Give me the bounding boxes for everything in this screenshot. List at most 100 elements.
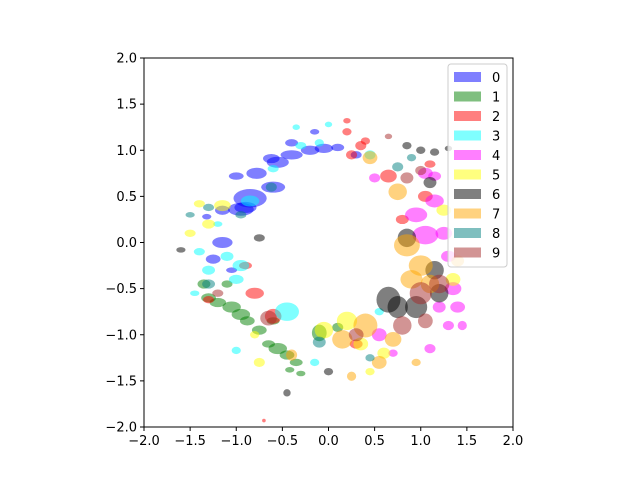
point-series-4-15 — [388, 349, 398, 357]
legend: 0 1 2 3 4 5 6 7 8 9 — [447, 63, 508, 268]
point-series-8-1 — [202, 279, 216, 289]
marks-layer — [176, 117, 467, 423]
legend-swatch-8 — [454, 228, 481, 238]
point-series-3-15 — [213, 221, 223, 227]
legend-swatch-3 — [454, 130, 481, 141]
x-tick-label-4: 0.0 — [318, 434, 339, 449]
point-series-9-5 — [348, 328, 364, 342]
point-series-5-4 — [202, 219, 216, 229]
point-series-1-13 — [296, 370, 306, 377]
point-series-8-5 — [406, 153, 417, 162]
legend-swatch-9 — [454, 247, 481, 258]
point-series-6-12 — [253, 234, 265, 242]
point-series-1-9 — [262, 340, 275, 348]
y-tick-label-7: 1.5 — [116, 98, 137, 113]
legend-label-0: 0 — [492, 71, 500, 86]
point-series-5-8 — [377, 347, 391, 359]
point-series-8-7 — [365, 354, 375, 362]
point-series-8-4 — [312, 336, 326, 348]
x-tick-label-2: −1.0 — [220, 434, 252, 449]
legend-label-5: 5 — [492, 169, 500, 184]
point-series-9-6 — [400, 172, 414, 184]
x-tick-label-6: 1.0 — [410, 434, 431, 449]
y-tick-label-0: −2.0 — [105, 421, 137, 436]
point-series-4-1 — [405, 207, 428, 223]
point-series-5-10 — [250, 331, 260, 339]
point-series-1-14 — [221, 280, 233, 288]
point-series-0-16 — [285, 139, 299, 147]
point-series-2-0 — [245, 287, 264, 299]
y-tick-label-2: −1.0 — [105, 328, 137, 343]
point-series-3-0 — [274, 302, 299, 321]
legend-swatch-4 — [454, 150, 481, 160]
point-series-4-13 — [442, 320, 454, 331]
point-series-6-11 — [283, 389, 291, 397]
point-series-6-6 — [423, 177, 437, 189]
point-series-9-7 — [415, 165, 427, 176]
y-tick-label-6: 1.0 — [116, 144, 137, 159]
point-series-0-12 — [212, 236, 233, 249]
point-series-8-8 — [235, 211, 247, 219]
legend-swatch-6 — [454, 189, 481, 199]
point-series-3-11 — [231, 346, 241, 355]
point-series-4-6 — [450, 301, 466, 313]
point-series-4-14 — [457, 320, 467, 331]
point-series-7-10 — [384, 331, 402, 347]
legend-label-4: 4 — [492, 149, 500, 164]
point-series-5-9 — [253, 357, 265, 368]
point-series-7-0 — [393, 234, 420, 257]
point-series-4-7 — [432, 301, 446, 313]
point-series-8-0 — [265, 182, 277, 192]
point-series-5-5 — [184, 229, 196, 237]
point-series-3-9 — [314, 139, 324, 147]
y-axis: −2.0 −1.5 −1.0 −0.5 0.0 0.5 1.0 1.5 2.0 — [105, 52, 144, 436]
point-series-5-0 — [336, 311, 358, 331]
y-tick-label-5: 0.5 — [116, 190, 137, 205]
point-series-6-1 — [387, 296, 408, 319]
point-series-3-16 — [292, 124, 300, 130]
legend-swatch-1 — [454, 91, 481, 102]
legend-label-8: 8 — [492, 227, 500, 242]
legend-label-1: 1 — [492, 91, 500, 106]
point-series-7-11 — [346, 371, 357, 381]
point-series-3-1 — [232, 260, 250, 272]
point-series-3-3 — [202, 265, 216, 275]
point-series-3-2 — [220, 251, 234, 261]
legend-label-2: 2 — [492, 110, 500, 125]
point-series-9-3 — [260, 310, 277, 326]
point-series-5-12 — [193, 200, 205, 208]
y-tick-label-4: 0.0 — [116, 236, 137, 251]
point-series-9-8 — [212, 289, 224, 297]
x-tick-label-3: −0.5 — [267, 434, 299, 449]
point-series-6-8 — [416, 146, 426, 154]
point-series-7-8 — [362, 151, 378, 165]
point-series-6-10 — [323, 367, 334, 376]
point-series-9-0 — [409, 282, 432, 305]
point-series-2-4 — [346, 150, 358, 160]
point-series-2-6 — [360, 137, 371, 145]
x-tick-label-1: −1.5 — [174, 434, 206, 449]
point-series-7-12 — [411, 358, 421, 367]
point-series-0-9 — [228, 172, 244, 180]
point-series-1-8 — [289, 358, 303, 367]
legend-label-9: 9 — [492, 247, 500, 262]
point-series-5-3 — [214, 200, 231, 212]
x-tick-label-8: 2.0 — [503, 434, 524, 449]
point-series-2-11 — [424, 160, 436, 168]
point-series-0-13 — [205, 254, 221, 264]
point-series-7-5 — [332, 330, 353, 349]
point-series-3-5 — [193, 248, 205, 256]
x-axis: −2.0 −1.5 −1.0 −0.5 0.0 0.5 1.0 1.5 2.0 — [128, 427, 523, 449]
point-series-6-9 — [429, 148, 440, 156]
x-tick-label-7: 1.5 — [457, 434, 478, 449]
point-series-0-8 — [263, 153, 280, 164]
point-series-8-2 — [203, 203, 215, 212]
point-series-1-16 — [285, 367, 295, 373]
point-series-2-12 — [395, 214, 409, 225]
point-series-3-6 — [190, 290, 200, 297]
point-series-3-14 — [267, 165, 279, 173]
point-series-2-5 — [342, 128, 352, 136]
x-tick-label-5: 0.5 — [364, 434, 385, 449]
